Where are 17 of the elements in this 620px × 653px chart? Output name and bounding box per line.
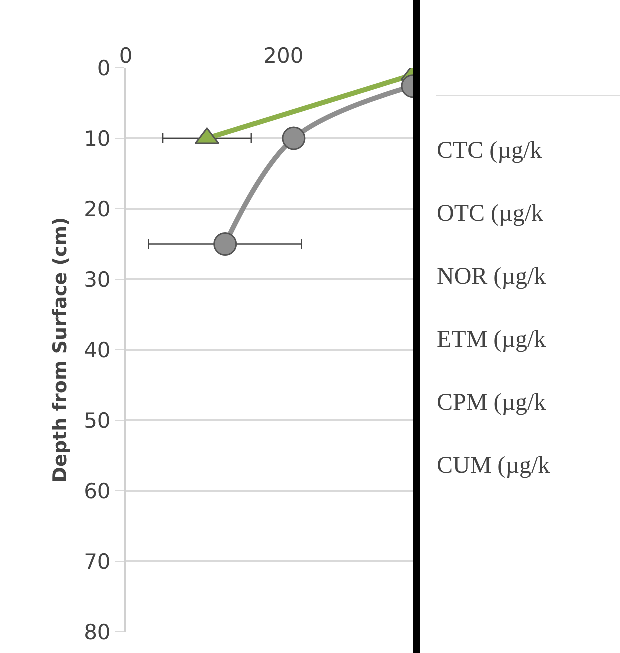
text: CTC (µg/k <box>437 138 542 165</box>
y-tick-label: 70 <box>84 550 111 574</box>
y-axis-title: Depth from Surface (cm) <box>49 217 72 483</box>
text: CPM (µg/k <box>437 390 546 417</box>
y-tick-label: 60 <box>84 479 111 504</box>
y-tick-label: 20 <box>84 197 111 222</box>
y-tick-label: 30 <box>84 268 111 292</box>
point <box>214 232 238 256</box>
y-tick-label: 40 <box>84 338 111 362</box>
text: CUM (µg/k <box>437 453 550 480</box>
text: OTC (µg/k <box>437 201 544 228</box>
text: ETM (µg/k <box>437 327 546 354</box>
text: NOR (µg/k <box>437 264 546 291</box>
y-tick-label: 80 <box>84 620 111 644</box>
y-tick-label: 50 <box>84 408 111 433</box>
y-tick-label: 10 <box>84 126 111 151</box>
x-tick-label: 200 <box>264 44 304 68</box>
